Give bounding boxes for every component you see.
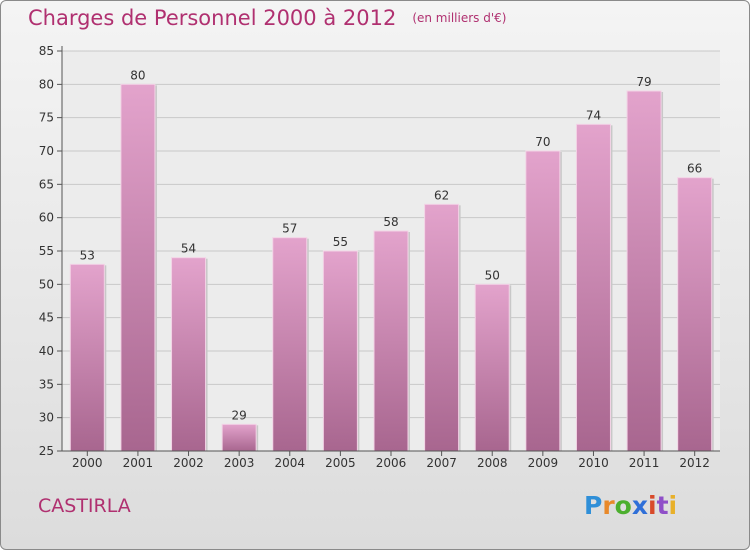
y-tick-label: 25: [39, 444, 54, 458]
title-block: Charges de Personnel 2000 à 2012 (en mill…: [28, 6, 506, 30]
y-tick-label: 85: [39, 44, 54, 58]
bar: [322, 250, 358, 452]
bars: [69, 83, 714, 452]
y-tick-label: 65: [39, 177, 54, 191]
bar: [677, 177, 713, 452]
logo-letter: t: [656, 491, 669, 520]
value-label: 29: [232, 408, 247, 422]
y-tick-label: 35: [39, 377, 54, 391]
x-tick-label: 2009: [528, 456, 559, 470]
bar: [69, 263, 105, 452]
x-tick-label: 2001: [123, 456, 154, 470]
value-label: 62: [434, 188, 449, 202]
bar: [221, 423, 257, 452]
proxiti-logo: Proxiti: [584, 491, 677, 520]
value-label: 80: [130, 68, 145, 82]
y-tick-label: 80: [39, 77, 54, 91]
y-tick-label: 30: [39, 411, 54, 425]
x-tick-label: 2010: [578, 456, 609, 470]
chart-subtitle: (en milliers d'€): [412, 11, 507, 25]
value-label: 58: [383, 215, 398, 229]
x-tick-label: 2005: [325, 456, 356, 470]
logo-letter: o: [614, 491, 632, 520]
commune-name: CASTIRLA: [38, 495, 131, 517]
logo-letter: i: [648, 491, 657, 520]
axes: 25 30 35 40 45 50 55 60 65 70 75 80 85 2000 2001 2002 20…: [39, 44, 720, 470]
x-tick-label: 2002: [173, 456, 204, 470]
value-label: 54: [181, 242, 196, 256]
x-tick-label: 2006: [376, 456, 407, 470]
logo-letter: r: [602, 491, 615, 520]
bar: [424, 203, 460, 452]
value-label: 66: [687, 162, 702, 176]
x-tick-label: 2012: [679, 456, 710, 470]
bar: [373, 230, 409, 452]
y-tick-label: 75: [39, 111, 54, 125]
x-tick-label: 2011: [629, 456, 660, 470]
bar: [525, 150, 561, 452]
y-tick-label: 50: [39, 277, 54, 291]
value-label: 74: [586, 108, 601, 122]
x-tick-label: 2003: [224, 456, 255, 470]
value-labels: 53 80 54 29 57 55 58 62 50 70 74 79 66: [80, 68, 703, 422]
bar: [171, 257, 207, 452]
y-tick-label: 55: [39, 244, 54, 258]
value-label: 55: [333, 235, 348, 249]
logo-letter: P: [584, 491, 603, 520]
y-tick-label: 40: [39, 344, 54, 358]
x-tick-label: 2004: [274, 456, 305, 470]
chart-title: Charges de Personnel 2000 à 2012: [28, 6, 397, 30]
value-label: 70: [535, 135, 550, 149]
value-label: 79: [636, 75, 651, 89]
x-tick-label: 2008: [477, 456, 508, 470]
bar: [474, 283, 510, 452]
x-tick-label: 2007: [426, 456, 457, 470]
y-tick-label: 45: [39, 311, 54, 325]
y-tick-label: 70: [39, 144, 54, 158]
bar: [626, 90, 662, 452]
value-label: 53: [80, 248, 95, 262]
bar: [575, 123, 611, 452]
value-label: 57: [282, 222, 297, 236]
value-label: 50: [485, 268, 500, 282]
logo-letter: i: [668, 491, 678, 520]
x-tick-label: 2000: [72, 456, 103, 470]
bar: [272, 237, 308, 452]
logo-letter: x: [631, 491, 648, 520]
y-tick-label: 60: [39, 211, 54, 225]
bar: [120, 83, 156, 452]
